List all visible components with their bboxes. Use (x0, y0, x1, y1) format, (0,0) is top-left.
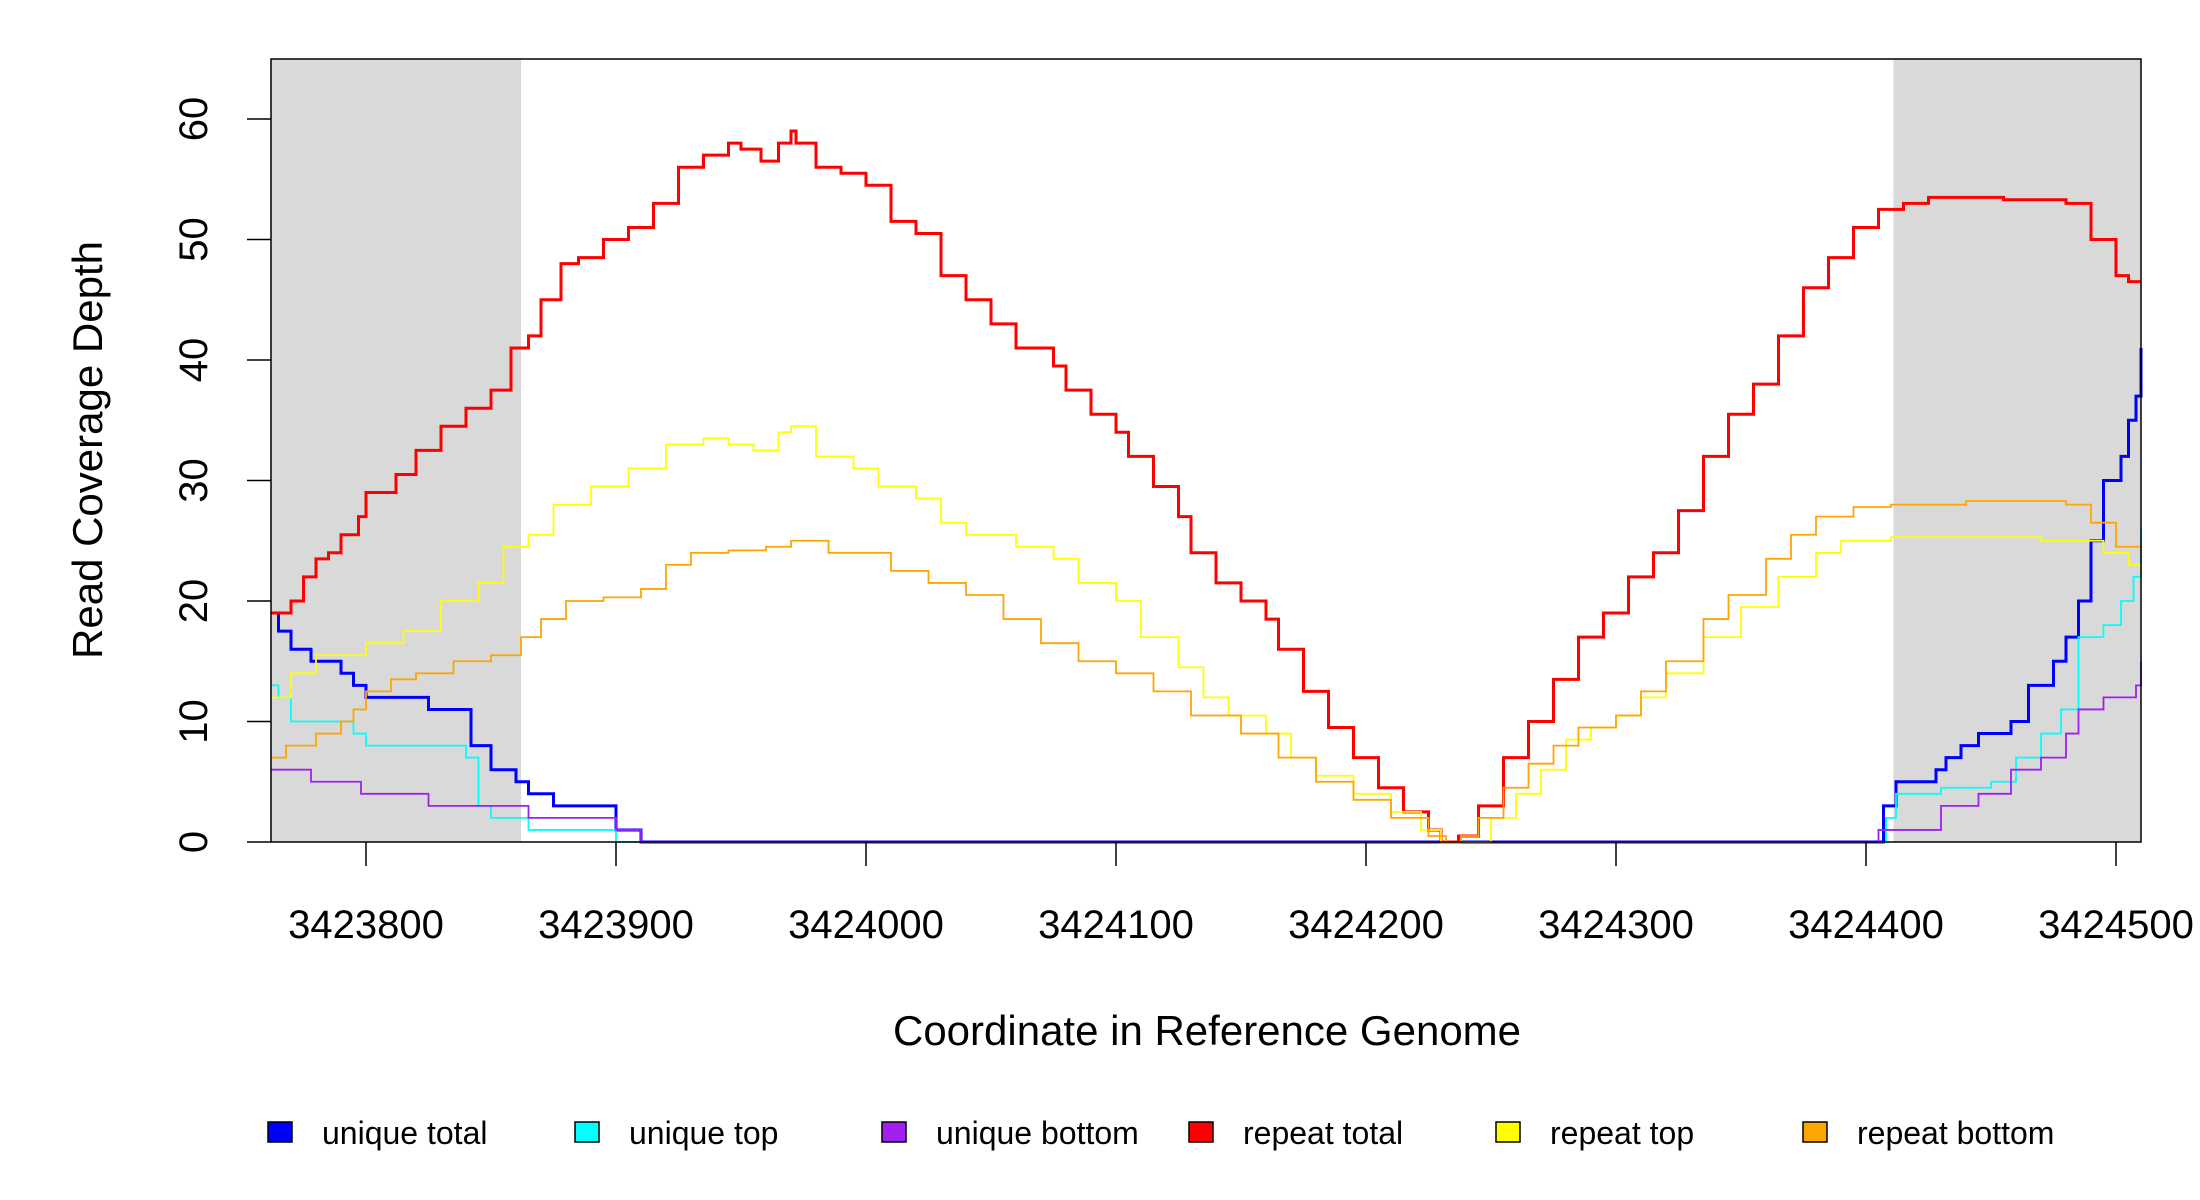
y-axis-label: Read Coverage Depth (64, 241, 111, 659)
x-axis: 3423800 3423900 3424000 3424100 3424200 34243… (288, 842, 2194, 947)
legend-swatch (881, 1121, 907, 1143)
series-unique-top (271, 528, 2142, 843)
legend-swatch (267, 1121, 293, 1143)
x-tick-label: 3424100 (1038, 903, 1194, 947)
y-tick-label: 30 (172, 458, 216, 503)
series-unique-total (271, 347, 2143, 844)
y-tick-label: 0 (172, 831, 216, 853)
legend: unique total unique top unique bottom repea… (267, 1115, 2054, 1151)
legend-label: unique bottom (936, 1115, 1139, 1151)
plot-frame (270, 58, 2142, 843)
legend-label: unique top (629, 1115, 778, 1151)
shaded-region (1893, 59, 2141, 842)
y-tick-label: 40 (172, 338, 216, 383)
legend-swatch (1188, 1121, 1214, 1143)
series-repeat-bottom (271, 500, 2142, 843)
y-tick-label: 20 (172, 579, 216, 624)
x-axis-label: Coordinate in Reference Genome (893, 1007, 1521, 1054)
x-tick-label: 3424000 (788, 903, 944, 947)
x-tick-label: 3423800 (288, 903, 444, 947)
shaded-region (271, 59, 521, 842)
legend-swatch (1802, 1121, 1828, 1143)
legend-label: repeat top (1550, 1115, 1694, 1151)
legend-swatch (574, 1121, 600, 1143)
x-tick-label: 3424400 (1788, 903, 1944, 947)
y-tick-label: 50 (172, 217, 216, 262)
x-tick-label: 3424500 (2038, 903, 2194, 947)
series-unique-bottom (271, 661, 2142, 843)
legend-label: repeat total (1243, 1115, 1403, 1151)
x-tick-label: 3423900 (538, 903, 694, 947)
legend-label: repeat bottom (1857, 1115, 2054, 1151)
y-tick-label: 60 (172, 97, 216, 142)
y-tick-label: 10 (172, 699, 216, 744)
series-repeat-total (271, 129, 2141, 844)
x-tick-label: 3424200 (1288, 903, 1444, 947)
series-lines (271, 129, 2143, 844)
series-repeat-top (271, 425, 2142, 843)
x-tick-label: 3424300 (1538, 903, 1694, 947)
shaded-regions (271, 59, 2141, 842)
y-axis: 0 10 20 30 40 50 60 (172, 97, 271, 853)
legend-label: unique total (322, 1115, 487, 1151)
legend-swatch (1495, 1121, 1521, 1143)
